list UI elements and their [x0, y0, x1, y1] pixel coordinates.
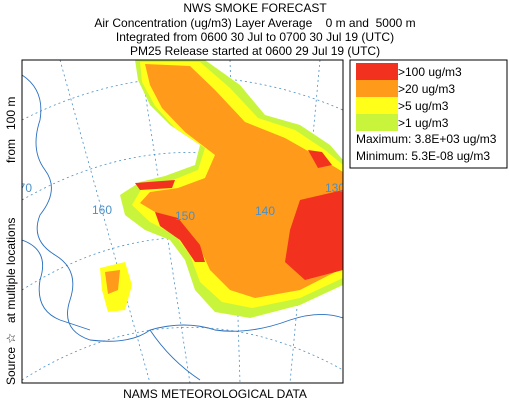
- legend-label: >1 ug/m3: [398, 116, 449, 130]
- subtitle: Air Concentration (ug/m3) Layer Average …: [94, 16, 415, 30]
- coastline: [22, 74, 343, 381]
- plume-red: [285, 190, 343, 280]
- plume-red: [135, 180, 175, 190]
- title: NWS SMOKE FORECAST: [183, 1, 327, 15]
- legend: Maximum: 3.8E+03 ug/m3 Minimum: 5.3E-08 …: [349, 59, 508, 169]
- side-label: Source ☆ at multiple locations from 100 …: [4, 97, 18, 385]
- smoke-plume: [100, 60, 343, 318]
- legend-label: >20 ug/m3: [398, 82, 455, 96]
- graticule-label: 170: [12, 181, 32, 195]
- subtitle: Integrated from 0600 30 Jul to 0700 30 J…: [116, 30, 394, 44]
- map: 170 160 150 140 130: [12, 59, 345, 384]
- graticule-label: 130: [325, 181, 345, 195]
- plume-small-orange: [105, 270, 120, 294]
- legend-min: Minimum: 5.3E-08 ug/m3: [356, 149, 490, 163]
- legend-swatch: [356, 80, 398, 97]
- footer: NAMS METEOROLOGICAL DATA: [123, 387, 307, 401]
- plume-red: [155, 212, 205, 262]
- legend-frame: [349, 59, 508, 169]
- plume-red: [308, 150, 332, 168]
- graticule-label: 160: [92, 203, 112, 217]
- side-label-part: 100 m: [4, 97, 18, 130]
- legend-label: >5 ug/m3: [398, 99, 449, 113]
- graticule-label: 140: [255, 204, 275, 218]
- legend-max: Maximum: 3.8E+03 ug/m3: [356, 132, 497, 146]
- side-label-part: Source ☆: [4, 333, 18, 385]
- subtitle: PM25 Release started at 0600 29 Jul 19 (…: [130, 44, 380, 58]
- legend-swatch: [356, 97, 398, 114]
- graticule-label: 150: [175, 209, 195, 223]
- side-label-part: at multiple locations: [4, 218, 18, 323]
- legend-swatch: [356, 114, 398, 131]
- legend-swatch: [356, 63, 398, 80]
- map-frame: [21, 59, 344, 384]
- legend-label: >100 ug/m3: [398, 65, 462, 79]
- side-label-part: from: [4, 139, 18, 163]
